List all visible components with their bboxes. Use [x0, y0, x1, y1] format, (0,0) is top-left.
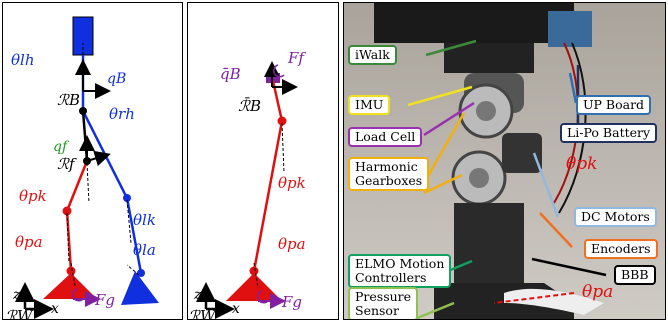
blue-thigh	[81, 110, 129, 199]
full-model-diagram: θlh qB ℛB θrh qf ℛf θpk θlk θpa θla Fg z…	[5, 16, 159, 320]
label-f-f: Ff	[287, 49, 306, 67]
label-q-b: qB	[107, 71, 126, 87]
callout-encoders: Encoders	[584, 239, 658, 259]
reduced-model-diagram: q̄B Ff ℛ̄B θpk θpa Fg z x ℛW	[188, 49, 306, 320]
callout-elmo-controllers: ELMO Motion Controllers	[348, 254, 452, 288]
label-z: z	[193, 287, 202, 303]
label-theta-pa-photo: θpa	[582, 282, 613, 302]
callout-imu: IMU	[348, 95, 391, 115]
label-theta-pk: θpk	[278, 174, 306, 192]
blue-knee-joint	[123, 194, 131, 202]
callout-pressure-sensor: Pressure Sensor	[348, 287, 419, 319]
foot	[226, 273, 282, 301]
callout-bbb: BBB	[614, 265, 656, 285]
label-theta-rh: θrh	[109, 105, 135, 123]
label-theta-la: θla	[133, 241, 156, 259]
label-f-g: Fg	[281, 293, 302, 311]
label-theta-lh: θlh	[11, 51, 35, 69]
red-knee-joint	[62, 206, 72, 216]
label-f-g: Fg	[94, 291, 115, 309]
panel-reduced-model: q̄B Ff ℛ̄B θpk θpa Fg z x ℛW	[187, 2, 339, 320]
up-board-photo	[548, 11, 592, 47]
label-theta-pa: θpa	[15, 233, 43, 251]
red-shank	[65, 210, 73, 272]
label-theta-pk: θpk	[19, 187, 47, 205]
callout-iwalk: iWalk	[348, 45, 397, 65]
label-x: x	[51, 301, 59, 317]
shank-photo	[454, 203, 524, 283]
label-theta-pa: θpa	[278, 235, 306, 253]
label-r-w: ℛW	[5, 307, 34, 320]
callout-load-cell: Load Cell	[348, 127, 423, 147]
label-r-b: ℛB	[57, 91, 80, 109]
callout-up-board: UP Board	[576, 95, 652, 115]
label-r-b-bar: ℛ̄B	[238, 96, 261, 115]
ankle-joint	[249, 266, 259, 276]
label-z: z	[12, 287, 21, 303]
hip-joint	[79, 107, 87, 115]
red-thigh	[65, 160, 89, 212]
red-leg-link	[252, 120, 284, 272]
callout-lipo-battery: Li-Po Battery	[560, 123, 658, 143]
panel-hardware-photo: θpk θpa iWalk IMU Load Cell Harmonic Gear…	[343, 2, 666, 320]
label-q-b-bar: q̄B	[220, 65, 241, 83]
blue-shank	[125, 197, 143, 274]
label-q-f: qf	[53, 139, 70, 155]
knee-joint	[277, 116, 287, 126]
callout-harmonic-gearboxes: Harmonic Gearboxes	[348, 157, 430, 191]
iwalk-frame	[374, 3, 574, 43]
dc-motor-photo	[502, 133, 542, 173]
blue-foot	[121, 271, 159, 305]
panel-full-model: θlh qB ℛB θrh qf ℛf θpk θlk θpa θla Fg z…	[2, 2, 183, 320]
label-r-w: ℛW	[188, 307, 217, 320]
label-r-f: ℛf	[57, 155, 77, 173]
label-theta-pk-photo: θpk	[566, 154, 597, 174]
callout-dc-motors: DC Motors	[574, 207, 657, 227]
red-foot	[43, 273, 97, 299]
label-theta-lk: θlk	[133, 211, 156, 229]
label-x: x	[232, 301, 240, 317]
